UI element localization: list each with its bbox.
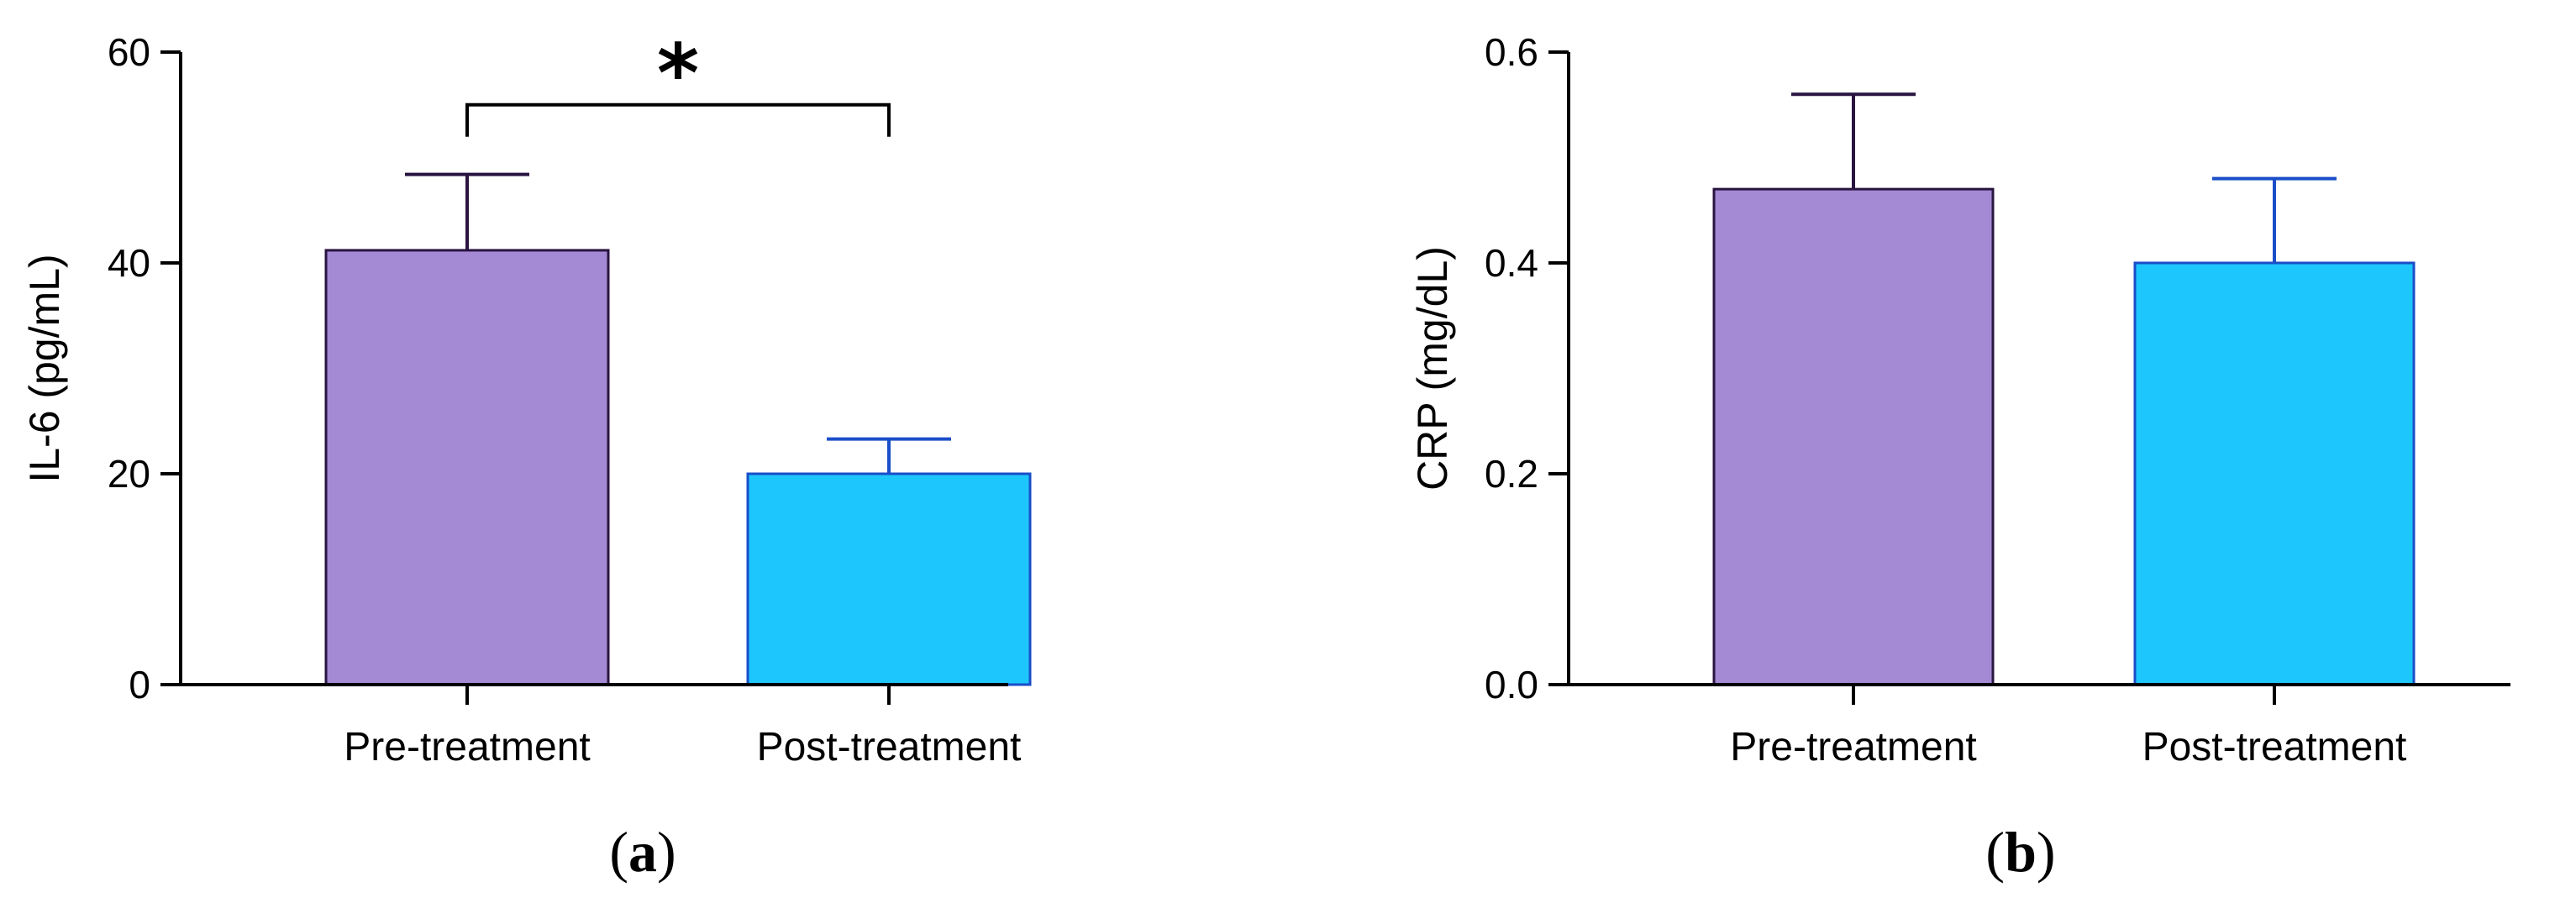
y-tick-label: 0.4: [1485, 241, 1538, 285]
bar: [324, 249, 610, 686]
panel-label-b: (b): [1985, 820, 2055, 884]
y-axis-title: CRP (mg/dL): [1409, 246, 1456, 491]
chart-panel-b: 0.0 0.2 0.4 0.6 Pre-treatment Post-treatment C…: [1409, 30, 2510, 769]
bar: [746, 472, 1032, 686]
y-tick-label: 0.2: [1485, 452, 1538, 496]
y-tick-label: 0: [129, 663, 150, 706]
x-tick-label: Pre-treatment: [344, 725, 590, 769]
panel-label-a: (a): [609, 820, 676, 884]
x-tick-label: Post-treatment: [757, 725, 1022, 769]
chart-panel-a: 0 20 40 60 Pre-treatment Post-treatment IL-6 (…: [21, 27, 1032, 769]
bar: [2133, 261, 2416, 686]
y-tick-label: 0.0: [1485, 663, 1538, 706]
y-tick-label: 0.6: [1485, 30, 1538, 74]
significance-bracket: [465, 102, 891, 137]
bar: [1712, 187, 1995, 686]
y-axis-title: IL-6 (pg/mL): [21, 254, 68, 482]
significance-label: *: [657, 27, 699, 121]
y-tick-label: 60: [108, 30, 150, 74]
y-tick-label: 40: [108, 241, 150, 285]
x-tick-label: Pre-treatment: [1730, 725, 1976, 769]
y-tick-label: 20: [108, 452, 150, 496]
x-tick-label: Post-treatment: [2142, 725, 2407, 769]
